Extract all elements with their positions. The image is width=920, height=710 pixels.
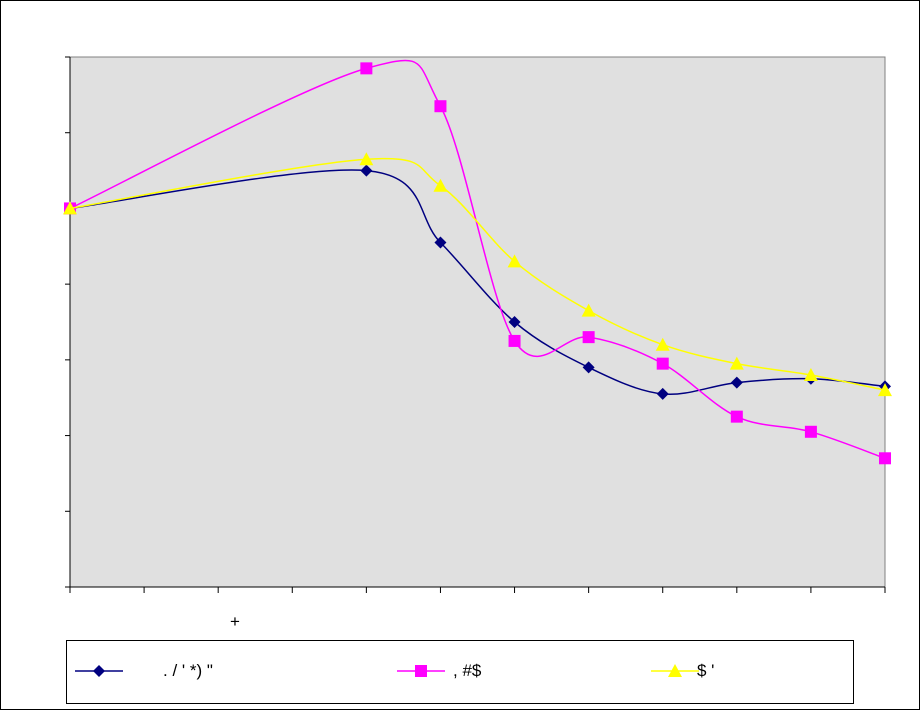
legend-label-series-1: . / ' *) " <box>163 661 213 680</box>
data-point <box>582 331 595 344</box>
data-point <box>507 254 522 268</box>
data-point <box>655 337 670 351</box>
data-point <box>656 387 669 400</box>
legend: . / ' *) " , #$ $ ' <box>66 640 854 704</box>
data-point <box>360 62 373 75</box>
legend-label-series-2: , #$ <box>453 661 482 680</box>
data-point <box>878 383 892 397</box>
data-point <box>434 100 447 113</box>
data-point <box>729 356 744 370</box>
data-point <box>879 452 891 465</box>
data-point <box>730 410 743 423</box>
legend-swatch-series-2 <box>397 665 445 677</box>
data-point <box>656 357 669 370</box>
data-point <box>582 361 595 374</box>
data-point <box>63 201 77 215</box>
legend-swatches <box>75 664 699 677</box>
series-3 <box>63 152 892 397</box>
x-ticks <box>69 587 886 593</box>
data-point <box>581 303 596 317</box>
y-ticks <box>65 56 70 588</box>
data-point <box>508 334 521 347</box>
x-axis-title: + <box>230 612 240 631</box>
legend-label-series-3: $ ' <box>697 661 715 680</box>
data-point <box>730 376 743 389</box>
plot-area <box>69 56 886 588</box>
data-point <box>803 368 818 381</box>
data-point <box>360 164 373 177</box>
series-2 <box>64 59 891 465</box>
data-point <box>433 178 448 192</box>
legend-swatch-series-1 <box>75 665 123 677</box>
data-point <box>508 316 521 328</box>
series-line <box>69 169 886 396</box>
series-layer <box>63 59 892 465</box>
series-line <box>69 157 886 391</box>
data-point <box>804 425 817 438</box>
data-point <box>434 236 447 249</box>
series-line <box>69 59 886 459</box>
data-point <box>359 152 374 166</box>
legend-swatch-series-3 <box>651 664 699 677</box>
